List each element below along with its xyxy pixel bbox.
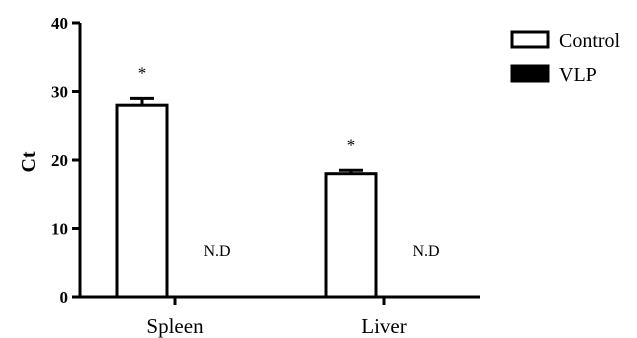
bars: * N.D * N.D <box>115 63 440 299</box>
x-tick-label: Spleen <box>146 314 204 338</box>
y-axis-label: Ct <box>18 151 40 172</box>
significance-marker: * <box>347 135 356 154</box>
y-tick-label: 40 <box>51 14 68 33</box>
x-tick-label: Liver <box>361 314 406 338</box>
bar-control <box>115 103 169 299</box>
significance-marker: * <box>138 63 147 82</box>
axes: 0 10 20 30 40 Spleen Liver <box>51 14 480 338</box>
y-tick-label: 30 <box>51 83 68 102</box>
bar-control <box>324 172 378 299</box>
legend-swatch-control <box>510 30 550 49</box>
legend-swatch-vlp <box>510 64 550 83</box>
y-tick-label: 20 <box>51 151 68 170</box>
value-label-vlp: N.D <box>203 243 230 260</box>
legend: Control VLP <box>510 30 621 86</box>
legend-label: VLP <box>559 64 597 86</box>
y-tick-label: 0 <box>60 288 69 307</box>
y-tick-label: 10 <box>51 220 68 239</box>
legend-label: Control <box>559 30 621 52</box>
value-label-vlp: N.D <box>412 243 439 260</box>
